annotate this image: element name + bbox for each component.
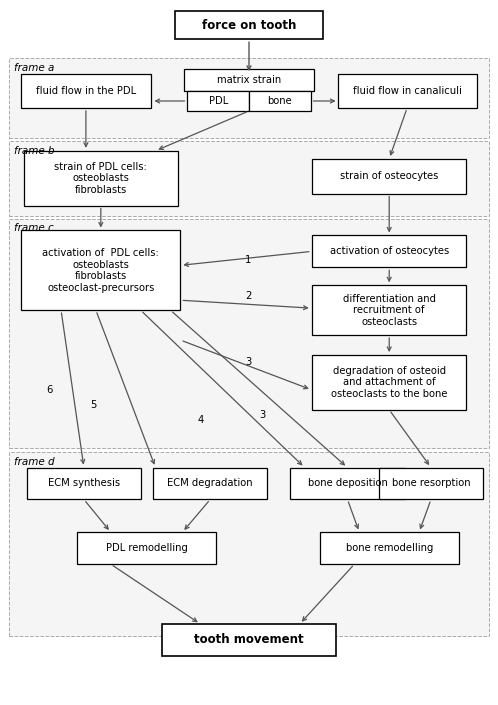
Text: fluid flow in the PDL: fluid flow in the PDL [36, 86, 136, 96]
Bar [27, 467, 141, 499]
Bar [338, 74, 477, 108]
Text: bone resorption: bone resorption [391, 479, 470, 489]
Bar [320, 532, 459, 564]
Text: 4: 4 [197, 415, 203, 424]
Bar [184, 69, 314, 91]
Text: matrix strain: matrix strain [217, 75, 281, 85]
Text: tooth movement: tooth movement [194, 633, 304, 646]
Text: 3: 3 [259, 410, 265, 419]
Text: 6: 6 [46, 385, 52, 395]
Bar [312, 355, 466, 410]
Bar [21, 231, 180, 310]
Text: PDL remodelling: PDL remodelling [106, 544, 188, 553]
Text: bone remodelling: bone remodelling [346, 544, 433, 553]
Text: 3: 3 [245, 357, 251, 367]
Text: force on tooth: force on tooth [202, 19, 296, 32]
Bar [312, 159, 466, 194]
Text: ECM degradation: ECM degradation [167, 479, 253, 489]
Bar [312, 235, 466, 267]
Text: degradation of osteoid
and attachment of
osteoclasts to the bone: degradation of osteoid and attachment of… [331, 366, 448, 399]
Text: differentiation and
recruitment of
osteoclasts: differentiation and recruitment of osteo… [343, 293, 436, 326]
Text: 1: 1 [245, 255, 251, 265]
Bar [9, 59, 489, 138]
Text: PDL: PDL [209, 96, 228, 106]
Text: frame c: frame c [14, 223, 54, 233]
Bar [290, 467, 405, 499]
Text: frame d: frame d [14, 457, 55, 467]
Bar [9, 219, 489, 448]
Bar [77, 532, 216, 564]
Text: 5: 5 [90, 400, 96, 410]
Text: frame b: frame b [14, 146, 55, 156]
Bar [21, 74, 150, 108]
Text: bone deposition: bone deposition [307, 479, 387, 489]
Bar [379, 467, 483, 499]
Text: activation of  PDL cells:
osteoblasts
fibroblasts
osteoclast-precursors: activation of PDL cells: osteoblasts fib… [42, 248, 159, 293]
Bar [153, 467, 267, 499]
Text: strain of PDL cells:
osteoblasts
fibroblasts: strain of PDL cells: osteoblasts fibrobl… [54, 161, 147, 195]
Bar [249, 91, 311, 111]
Text: bone: bone [267, 96, 292, 106]
Bar [9, 141, 489, 216]
Text: ECM synthesis: ECM synthesis [48, 479, 120, 489]
Text: 2: 2 [245, 291, 251, 301]
Bar [162, 624, 336, 656]
Bar [9, 452, 489, 636]
Bar [24, 151, 178, 206]
Text: activation of osteocytes: activation of osteocytes [330, 247, 449, 257]
Text: frame a: frame a [14, 63, 55, 73]
Text: strain of osteocytes: strain of osteocytes [340, 171, 438, 181]
Bar [312, 286, 466, 335]
Bar [187, 91, 249, 111]
Bar [175, 11, 323, 39]
Text: fluid flow in canaliculi: fluid flow in canaliculi [353, 86, 462, 96]
